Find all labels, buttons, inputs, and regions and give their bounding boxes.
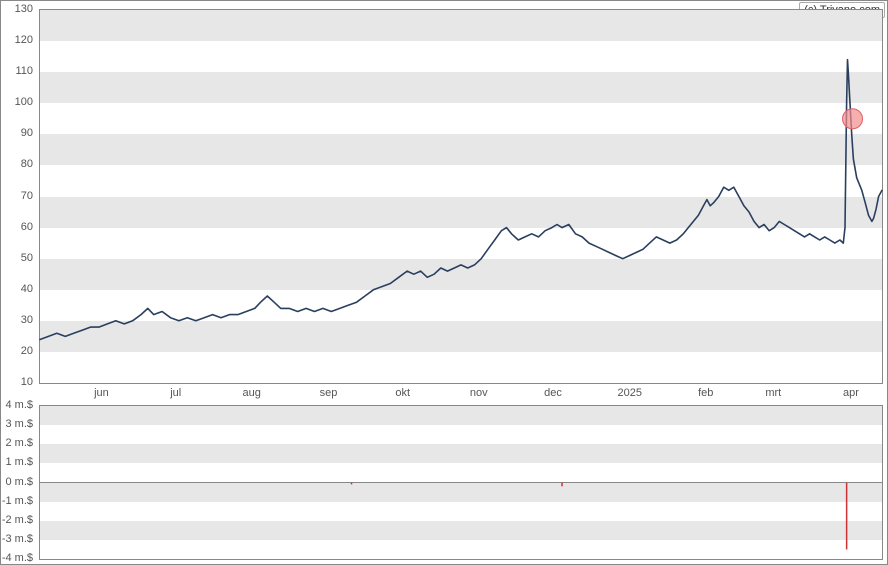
price-line-layer [40,10,882,383]
price-y-tick-label: 50 [21,252,33,264]
x-tick-label: jul [170,387,181,399]
volume-bars-layer [40,406,882,559]
price-y-tick-label: 30 [21,314,33,326]
price-y-tick-label: 120 [15,34,33,46]
x-tick-label: aug [243,387,261,399]
x-tick-label: sep [320,387,338,399]
price-chart-panel [39,9,883,384]
volume-y-tick-label: -1 m.$ [2,495,33,507]
x-tick-label: nov [470,387,488,399]
x-tick-label: mrt [765,387,781,399]
volume-y-tick-label: 4 m.$ [5,399,33,411]
chart-container: (c) Trivano.com 102030405060708090100110… [0,0,888,565]
price-y-tick-label: 60 [21,221,33,233]
price-y-tick-label: 110 [15,65,33,77]
x-axis-labels: jun jul aug sep okt nov dec 2025 feb mrt apr [39,385,883,403]
price-y-tick-label: 70 [21,190,33,202]
x-tick-label: feb [698,387,713,399]
price-y-tick-label: 80 [21,158,33,170]
price-y-tick-label: 40 [21,283,33,295]
volume-y-tick-label: 0 m.$ [5,476,33,488]
price-y-tick-label: 90 [21,127,33,139]
x-tick-label: dec [544,387,562,399]
volume-y-tick-label: 3 m.$ [5,418,33,430]
price-y-axis-labels: 102030405060708090100110120130 [1,9,37,384]
volume-y-tick-label: 1 m.$ [5,456,33,468]
volume-chart-panel [39,405,883,560]
price-y-tick-label: 100 [15,96,33,108]
event-marker [843,109,863,129]
x-tick-label: apr [843,387,859,399]
x-tick-label: okt [395,387,410,399]
price-y-tick-label: 130 [15,3,33,15]
volume-y-axis-labels: 4 m.$3 m.$2 m.$1 m.$0 m.$-1 m.$-2 m.$-3 … [1,405,37,560]
volume-y-tick-label: -3 m.$ [2,533,33,545]
volume-y-tick-label: 2 m.$ [5,437,33,449]
volume-y-tick-label: -4 m.$ [2,552,33,564]
price-series-path [40,60,882,340]
volume-y-tick-label: -2 m.$ [2,514,33,526]
x-tick-label: jun [94,387,109,399]
price-y-tick-label: 10 [21,376,33,388]
x-tick-label: 2025 [618,387,642,399]
price-y-tick-label: 20 [21,345,33,357]
